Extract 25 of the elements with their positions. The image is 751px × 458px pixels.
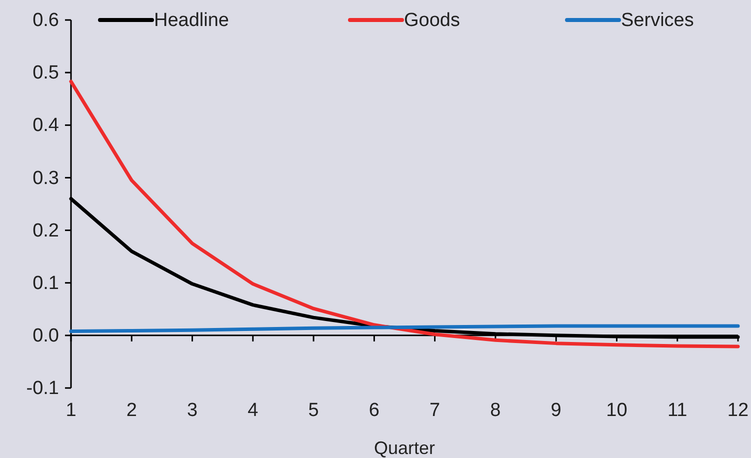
x-tick-label: 12	[727, 400, 749, 421]
x-tick-label: 11	[667, 400, 688, 421]
x-axis-title: Quarter	[374, 438, 436, 458]
legend-label: Services	[621, 10, 694, 31]
y-tick-label: 0.5	[32, 62, 59, 84]
y-tick-label: 0.3	[32, 168, 59, 189]
legend-label: Goods	[404, 10, 460, 31]
y-tick-label: 0.1	[32, 272, 59, 294]
x-tick-label: 5	[308, 400, 319, 421]
x-tick-label: 4	[248, 400, 259, 421]
y-tick-label: 0.6	[32, 10, 59, 32]
y-tick-label: 0.0	[32, 326, 59, 347]
y-tick-label: -0.1	[26, 378, 59, 400]
x-tick-label: 9	[550, 400, 562, 421]
x-tick-label: 7	[430, 400, 440, 421]
y-tick-label: 0.2	[32, 220, 59, 242]
legend-label: Headline	[154, 10, 229, 31]
y-tick-label: 0.4	[32, 115, 60, 136]
x-tick-label: 3	[186, 400, 198, 421]
x-tick-label: 10	[606, 400, 628, 421]
x-tick-label: 8	[490, 400, 501, 421]
x-tick-label: 2	[126, 400, 137, 421]
line-series	[69, 80, 740, 348]
x-tick-label: 1	[66, 400, 76, 421]
x-tick-label: 6	[368, 400, 380, 421]
